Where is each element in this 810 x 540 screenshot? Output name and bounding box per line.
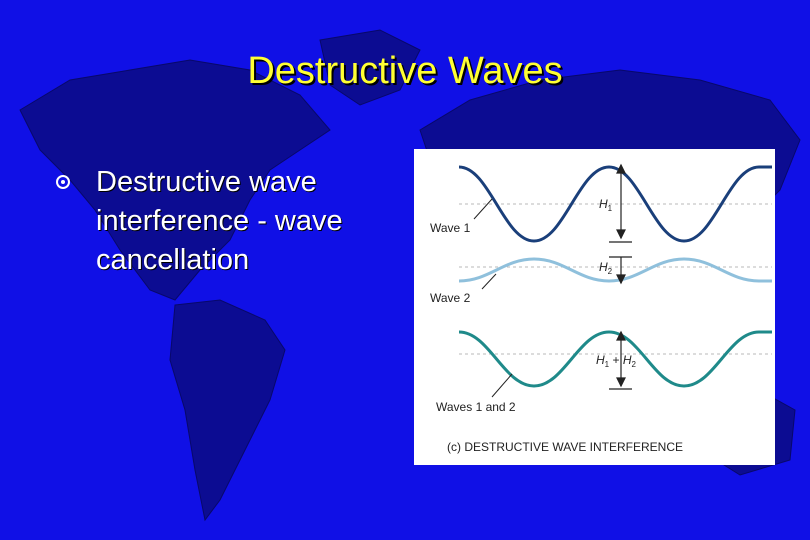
bullet-line-1: Destructive wave — [96, 166, 317, 198]
h-sum-label: H1 + H2 — [596, 353, 636, 369]
south-america-shape — [169, 299, 286, 522]
h1-measure — [609, 163, 632, 243]
bullet-icon — [56, 175, 70, 189]
greenland-shape — [319, 29, 421, 106]
wave-2-pointer — [481, 273, 497, 290]
wave-2-curve — [458, 257, 772, 283]
combined-pointer — [491, 373, 513, 398]
slide-title: Destructive Waves — [247, 50, 563, 92]
north-america-shape — [19, 59, 331, 301]
wave-1-pointer — [473, 198, 493, 220]
wave-2-label: Wave 2 — [430, 291, 471, 305]
wave-interference-figure: H1 H2 H1 + H2 Wave 1 Wave 2 Waves 1 and … — [414, 149, 775, 465]
h1-label: H1 — [599, 197, 613, 213]
wave-1-curve — [458, 165, 772, 243]
wave-1-label: Wave 1 — [430, 221, 471, 235]
h-sum-measure — [609, 330, 632, 390]
bullet-line-3: cancellation — [96, 244, 250, 276]
combined-label: Waves 1 and 2 — [436, 400, 516, 414]
bullet-line-2: interference - wave — [96, 205, 343, 237]
bullet-point: Destructive wave interference - wave can… — [56, 163, 408, 280]
figure-caption: (c) DESTRUCTIVE WAVE INTERFERENCE — [447, 440, 683, 454]
h2-label: H2 — [599, 260, 613, 276]
h2-measure — [609, 256, 632, 285]
